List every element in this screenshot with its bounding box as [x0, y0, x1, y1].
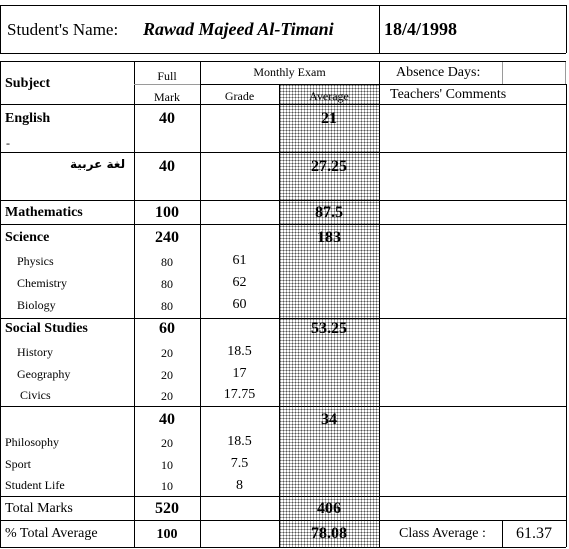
- absence-days-label: Absence Days:: [396, 65, 481, 80]
- monthly-exam-header: Monthly Exam: [253, 65, 326, 79]
- percent-full-mark: 100: [156, 527, 178, 542]
- subject-sport: Sport: [5, 457, 32, 471]
- mathematics-average: 87.5: [315, 204, 343, 221]
- average-header: Average: [309, 89, 349, 103]
- sport-grade: 7.5: [230, 456, 249, 471]
- english-full-mark: 40: [159, 110, 175, 127]
- arabic-average: 27.25: [311, 158, 347, 175]
- philosophy-grade: 18.5: [227, 434, 252, 449]
- biology-full-mark: 80: [161, 299, 173, 313]
- physics-full-mark: 80: [161, 255, 173, 269]
- subject-social-studies: Social Studies: [5, 321, 88, 336]
- social-full-mark: 60: [159, 320, 175, 337]
- other-average: 34: [321, 411, 337, 428]
- student-name: Rawad Majeed Al-Timani: [143, 19, 334, 39]
- english-dash: -: [6, 136, 10, 150]
- history-grade: 18.5: [227, 344, 252, 359]
- chemistry-grade: 62: [232, 275, 247, 290]
- biology-grade: 60: [232, 297, 247, 312]
- subject-civics: Civics: [20, 388, 51, 402]
- subject-physics: Physics: [17, 254, 54, 268]
- civics-grade: 17.75: [223, 387, 256, 402]
- total-average: 406: [317, 500, 341, 517]
- subject-arabic: لغة عربية: [70, 157, 126, 171]
- english-average: 21: [321, 110, 337, 127]
- class-average-value: 61.37: [516, 525, 552, 542]
- physics-grade: 61: [232, 253, 247, 268]
- social-average: 53.25: [311, 320, 347, 337]
- subject-history: History: [17, 345, 53, 359]
- sport-full-mark: 10: [161, 458, 173, 472]
- subject-biology: Biology: [17, 298, 56, 312]
- full-header: Full: [157, 69, 177, 83]
- chemistry-full-mark: 80: [161, 277, 173, 291]
- subject-geography: Geography: [17, 367, 71, 381]
- percent-total-average: 78.08: [311, 525, 347, 542]
- student-life-full-mark: 10: [161, 479, 173, 493]
- science-average: 183: [317, 229, 341, 246]
- student-life-grade: 8: [236, 478, 243, 493]
- other-full-mark: 40: [159, 411, 175, 428]
- total-marks-label: Total Marks: [5, 501, 73, 516]
- geography-full-mark: 20: [161, 368, 173, 382]
- student-name-label: Student's Name:: [7, 20, 119, 39]
- subject-english: English: [5, 111, 51, 126]
- average-column-shading: [279, 84, 379, 547]
- class-average-label: Class Average :: [399, 526, 486, 541]
- arabic-full-mark: 40: [159, 158, 175, 175]
- civics-full-mark: 20: [161, 389, 173, 403]
- geography-grade: 17: [232, 366, 247, 381]
- grade-header: Grade: [224, 89, 255, 103]
- philosophy-full-mark: 20: [161, 436, 173, 450]
- percent-total-average-label: % Total Average: [5, 526, 98, 541]
- mathematics-full-mark: 100: [155, 204, 179, 221]
- subject-mathematics: Mathematics: [5, 205, 83, 220]
- science-full-mark: 240: [155, 229, 179, 246]
- history-full-mark: 20: [161, 346, 173, 360]
- mark-header: Mark: [154, 90, 180, 104]
- subject-chemistry: Chemistry: [17, 276, 67, 290]
- teachers-comments-label: Teachers' Comments: [390, 87, 507, 102]
- subject-header: Subject: [5, 76, 51, 91]
- report-date: 18/4/1998: [384, 19, 458, 39]
- subject-science: Science: [5, 230, 50, 245]
- subject-student-life: Student Life: [5, 478, 65, 492]
- subject-philosophy: Philosophy: [5, 435, 60, 449]
- total-full-mark: 520: [155, 500, 179, 517]
